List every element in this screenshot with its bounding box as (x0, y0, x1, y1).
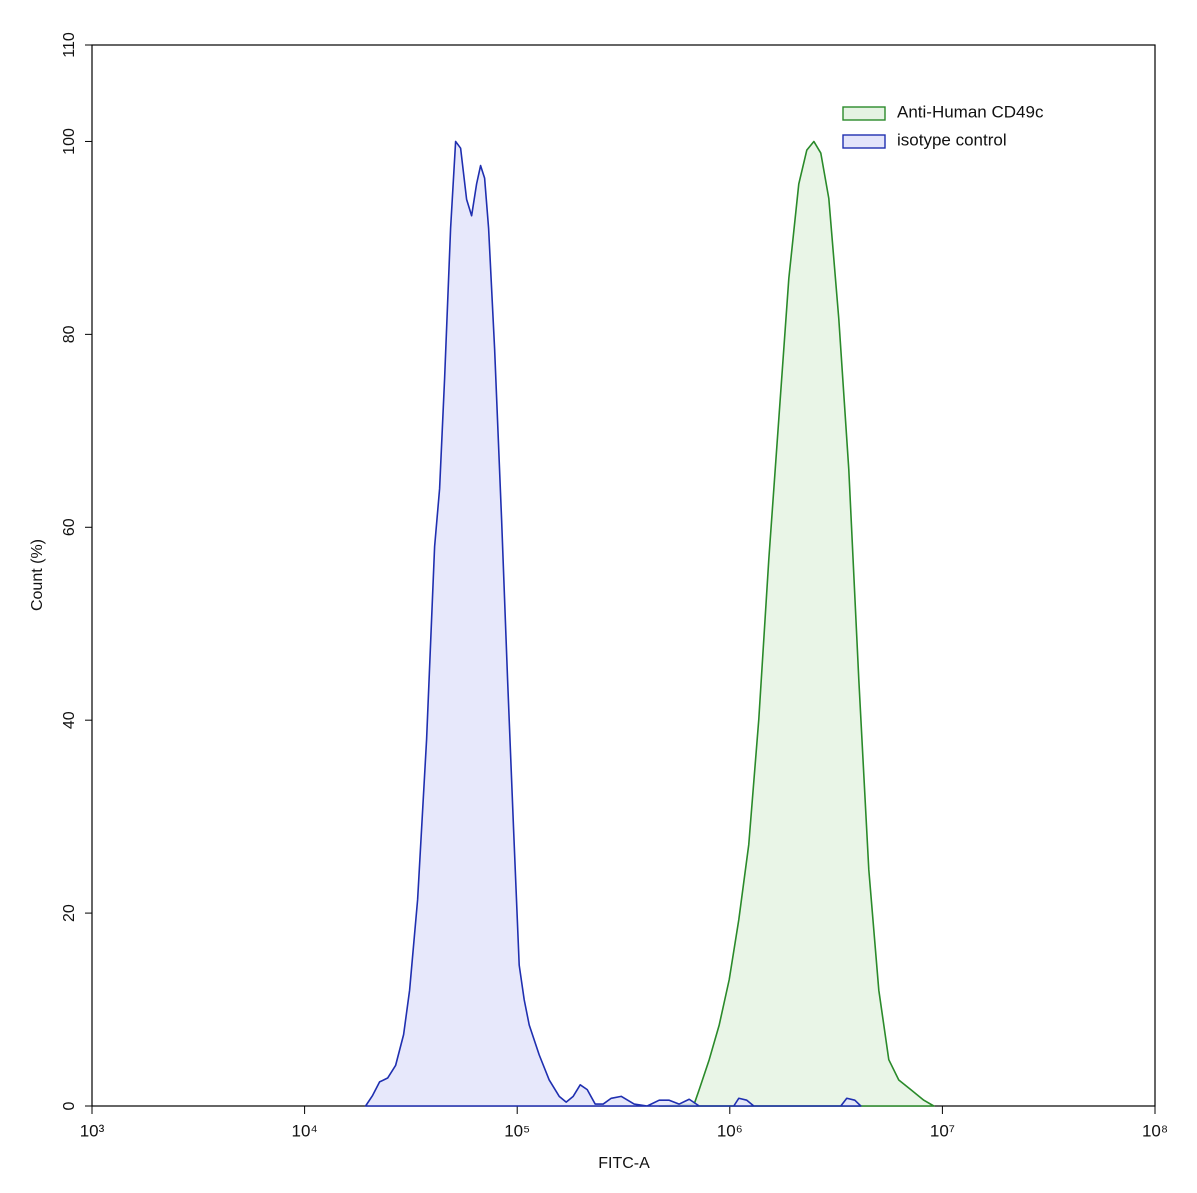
x-axis-label: FITC-A (598, 1155, 650, 1172)
x-tick-label: 10⁸ (1142, 1121, 1168, 1140)
y-tick-label: 0 (61, 1101, 78, 1110)
x-tick-label: 10³ (80, 1121, 105, 1140)
y-tick-label: 40 (61, 711, 78, 729)
plot-frame (91, 44, 1156, 1107)
x-tick-label: 10⁶ (717, 1121, 743, 1140)
x-tick-label: 10⁵ (504, 1121, 530, 1140)
y-axis-label: Count (%) (29, 539, 46, 611)
legend-label: isotype control (897, 130, 1007, 149)
x-tick-label: 10⁷ (930, 1121, 955, 1140)
y-tick-label: 100 (61, 128, 78, 155)
legend-label: Anti-Human CD49c (897, 102, 1044, 121)
y-tick-label: 110 (61, 32, 78, 58)
y-tick-label: 20 (61, 904, 78, 922)
legend-swatch (842, 134, 886, 149)
histogram-area (364, 140, 862, 1107)
legend-swatch (842, 106, 886, 121)
histogram-area (658, 140, 935, 1107)
x-tick-label: 10⁴ (291, 1121, 317, 1140)
y-tick-label: 60 (61, 518, 78, 536)
y-tick-label: 80 (61, 325, 78, 343)
